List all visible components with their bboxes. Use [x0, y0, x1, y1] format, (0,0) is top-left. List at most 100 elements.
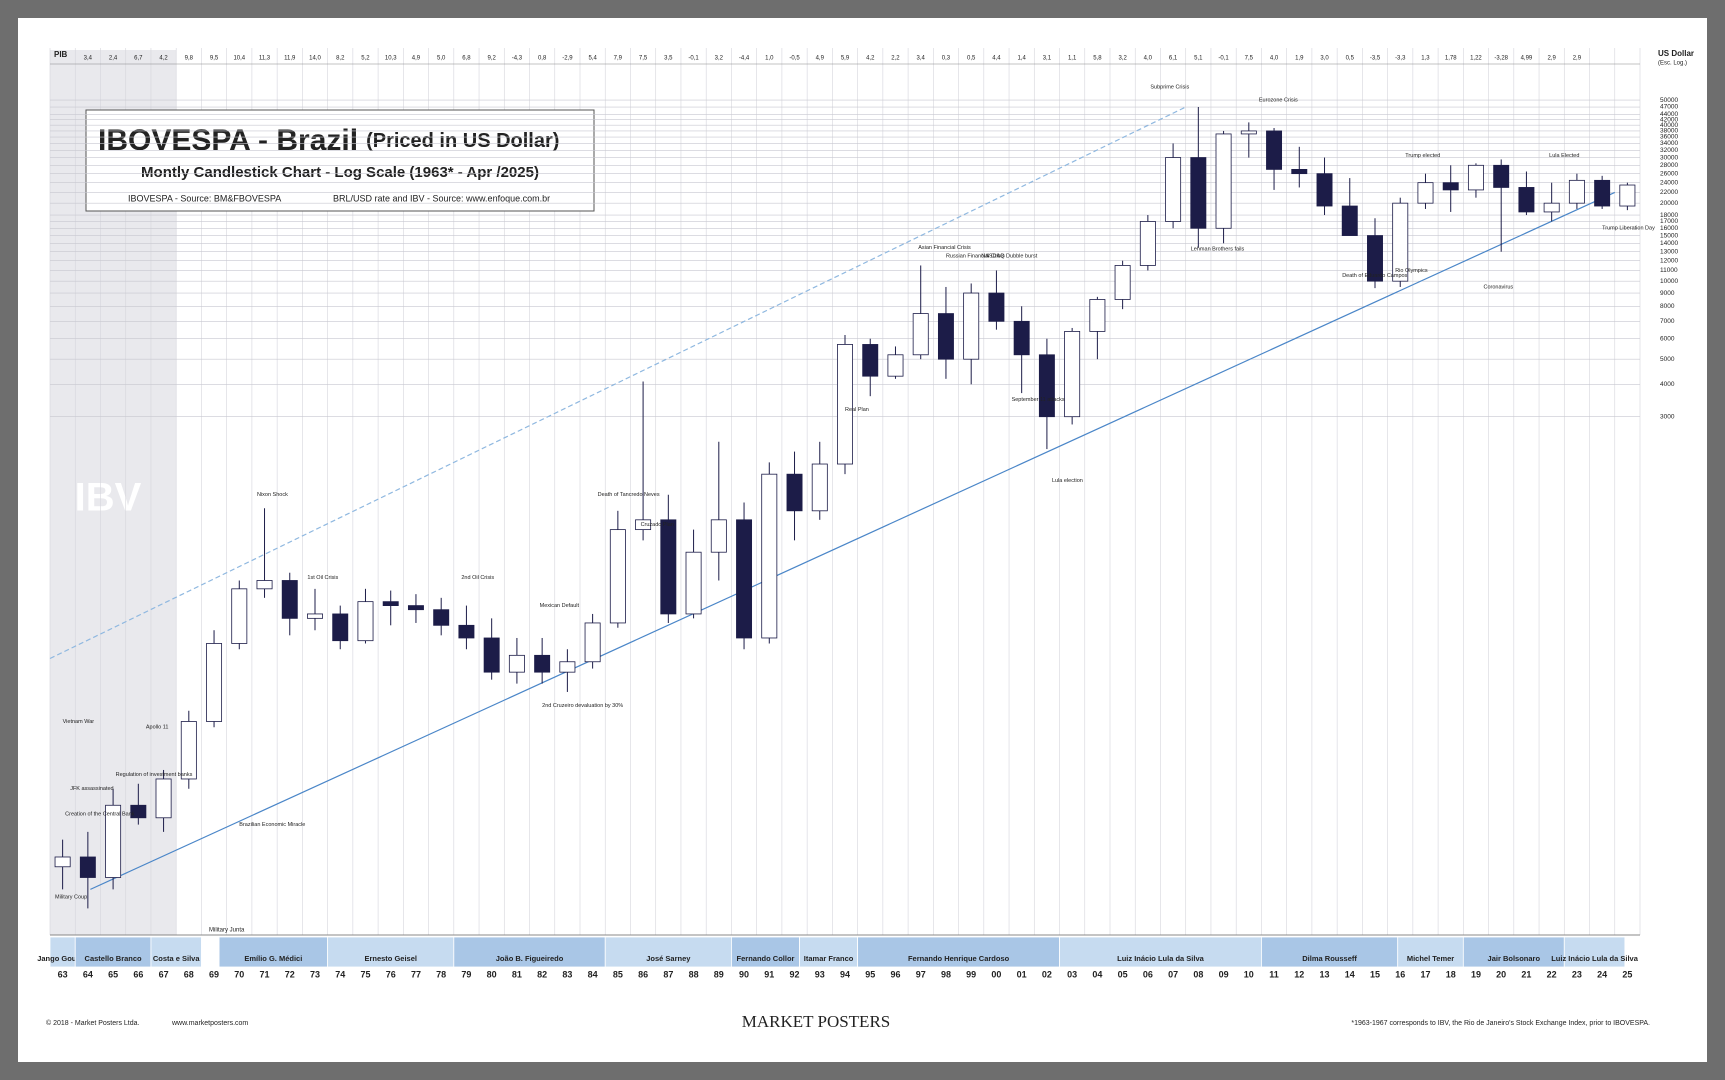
gdp-value: 8,2	[336, 56, 345, 62]
gdp-value: 6,7	[134, 56, 143, 62]
candle-body	[458, 624, 475, 639]
x-tick-label: 12	[1294, 969, 1304, 979]
junta-label: Military Junta	[209, 928, 245, 934]
y-tick-label: 4000	[1660, 381, 1675, 388]
candle-body	[1114, 265, 1131, 300]
gdp-value: -4,4	[739, 56, 750, 62]
annotation: Lula Elected	[1549, 153, 1579, 159]
president-name: Castello Branco	[85, 954, 143, 963]
footnote: *1963-1967 corresponds to IBV, the Rio d…	[1351, 1020, 1650, 1027]
president-term	[1563, 936, 1626, 968]
x-tick-label: 90	[739, 969, 749, 979]
gdp-value: 3,2	[715, 56, 724, 62]
gdp-value: 14,0	[309, 56, 321, 62]
candle-body	[1215, 133, 1232, 229]
president-name: Emílio G. Médici	[244, 954, 302, 963]
y-tick-label: 14000	[1660, 240, 1678, 247]
x-tick-label: 74	[335, 969, 345, 979]
gdp-value: 9,2	[487, 56, 496, 62]
annotation: Death of Tancredo Neves	[598, 492, 660, 498]
x-tick-label: 16	[1395, 969, 1405, 979]
annotation: NASDAQ Dubble burst	[981, 254, 1037, 260]
x-tick-label: 64	[83, 969, 93, 979]
chart-subtitle: Montly Candlestick Chart - Log Scale (19…	[141, 164, 539, 181]
president-name: João B. Figueiredo	[496, 954, 564, 963]
x-tick-label: 21	[1521, 969, 1531, 979]
president-name: Jair Bolsonaro	[1488, 954, 1541, 963]
x-tick-label: 24	[1597, 969, 1607, 979]
x-tick-label: 97	[916, 969, 926, 979]
president-name: Luiz Inácio Lula da Silva	[1117, 954, 1205, 963]
gdp-value: 11,9	[284, 56, 296, 62]
x-tick-label: 86	[638, 969, 648, 979]
chart-title: IBOVESPA - Brazil (Priced in US Dollar)	[98, 124, 559, 157]
president-name: Fernando Collor	[737, 954, 795, 963]
candle-body	[1266, 130, 1283, 170]
annotation: Lula election	[1052, 478, 1083, 484]
candle-body	[206, 643, 223, 722]
president-term	[731, 936, 800, 968]
y-tick-label: 40000	[1660, 122, 1678, 129]
y-tick-label: 32000	[1660, 147, 1678, 154]
annotation: 1st Oil Crisis	[307, 575, 338, 581]
annotation: Russian Financial Crisis	[946, 254, 1005, 260]
x-tick-label: 06	[1143, 969, 1153, 979]
y-tick-label: 38000	[1660, 128, 1678, 135]
president-term	[453, 936, 606, 968]
candle-body	[1341, 205, 1358, 236]
gdp-value: 4,0	[1144, 56, 1153, 62]
annotation: Brazilian Economic Miracle	[239, 822, 305, 828]
x-tick-label: 91	[764, 969, 774, 979]
candle-body	[660, 519, 677, 615]
candle-body	[54, 856, 71, 868]
gdp-value: 3,2	[1118, 56, 1127, 62]
annotation: Coronavirus	[1484, 284, 1514, 290]
x-tick-label: 69	[209, 969, 219, 979]
candle-body	[79, 856, 96, 878]
candle-body	[281, 580, 298, 619]
president-name: Fernando Henrique Cardoso	[908, 954, 1010, 963]
y-tick-label: 26000	[1660, 170, 1678, 177]
annotation: Military Coup	[55, 895, 87, 901]
gdp-value: 4,2	[159, 56, 168, 62]
x-tick-label: 70	[234, 969, 244, 979]
candle-body	[1467, 164, 1484, 191]
president-term	[150, 936, 202, 968]
x-tick-label: 00	[991, 969, 1001, 979]
x-tick-label: 67	[159, 969, 169, 979]
x-tick-label: 04	[1092, 969, 1102, 979]
gdp-label: PIB	[54, 50, 68, 59]
annotation: Regulation of investment banks	[116, 772, 193, 778]
x-tick-label: 68	[184, 969, 194, 979]
x-tick-label: 22	[1547, 969, 1557, 979]
annotation: Rio Olympics	[1395, 268, 1428, 274]
y-tick-label: 20000	[1660, 200, 1678, 207]
candle-body	[1013, 320, 1030, 356]
gdp-value: 11,3	[259, 56, 271, 62]
gdp-value: 7,9	[614, 56, 623, 62]
y-tick-label: 44000	[1660, 111, 1678, 118]
x-tick-label: 75	[360, 969, 370, 979]
x-tick-label: 87	[663, 969, 673, 979]
gdp-value: 5,8	[1093, 56, 1102, 62]
candle-body	[1417, 182, 1434, 204]
x-tick-label: 83	[562, 969, 572, 979]
annotation: Trump elected	[1405, 153, 1440, 159]
y-tick-label: 9000	[1660, 290, 1675, 297]
x-tick-label: 65	[108, 969, 118, 979]
gdp-value: -3,5	[1370, 56, 1381, 62]
y-tick-label: 42000	[1660, 116, 1678, 123]
x-tick-label: 18	[1446, 969, 1456, 979]
x-tick-label: 71	[260, 969, 270, 979]
gdp-value: 10,3	[385, 56, 397, 62]
brand: MARKET POSTERS	[742, 1012, 890, 1031]
candle-body	[862, 344, 879, 377]
x-tick-label: 72	[285, 969, 295, 979]
x-tick-label: 92	[790, 969, 800, 979]
gdp-value: 5,1	[1194, 56, 1203, 62]
candle-body	[1038, 354, 1055, 418]
candle-body	[1619, 184, 1636, 207]
gdp-value: 4,4	[992, 56, 1001, 62]
candle-body	[761, 473, 778, 639]
